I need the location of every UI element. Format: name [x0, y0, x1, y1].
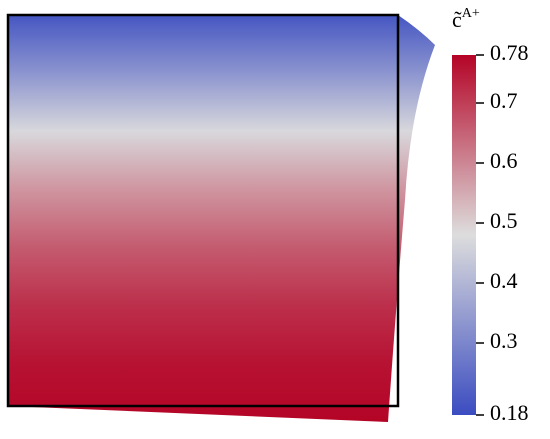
colorbar-tick-label: 0.78 — [490, 40, 529, 65]
title: c̃ — [452, 7, 462, 32]
colorbar-tick-label: 0.3 — [490, 328, 518, 353]
colorbar-tick-label: 0.4 — [490, 268, 518, 293]
colorbar-tick-label: 0.6 — [490, 148, 518, 173]
colorbar — [452, 55, 476, 415]
reference-outline — [6, 13, 400, 408]
colorbar-tick-label: 0.18 — [490, 400, 529, 425]
colorbar-tick-label: 0.7 — [490, 88, 518, 113]
colorbar-tick-label: 0.5 — [490, 208, 518, 233]
deformed-domain — [8, 15, 435, 422]
title-superscript: A+ — [462, 6, 480, 21]
colorbar-title: c̃A+ — [452, 6, 480, 32]
